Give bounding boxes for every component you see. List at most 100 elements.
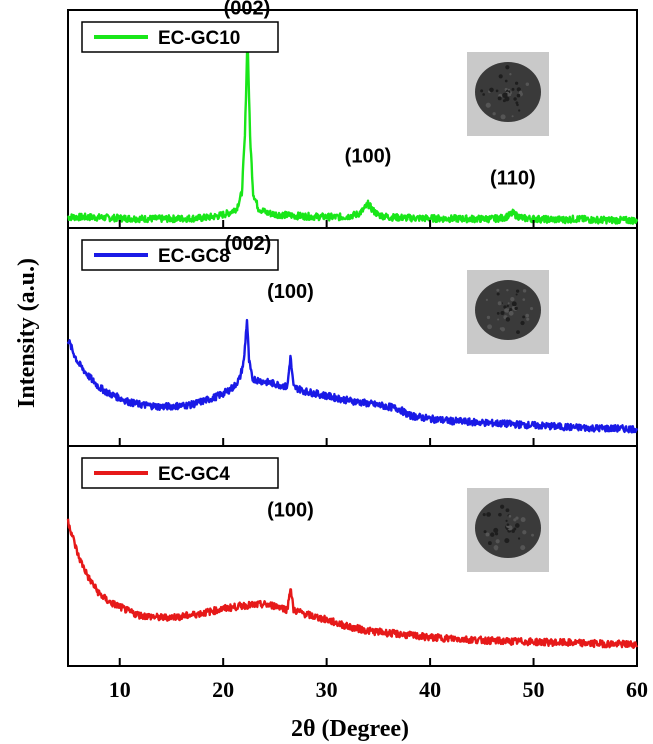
powder-grain bbox=[482, 512, 486, 517]
powder-grain bbox=[503, 305, 507, 309]
powder-grain bbox=[522, 298, 526, 301]
powder-grain bbox=[513, 97, 517, 101]
sample-photo bbox=[467, 52, 549, 136]
powder-grain bbox=[482, 93, 485, 96]
powder-grain bbox=[529, 306, 534, 311]
series-line-ec-gc8 bbox=[66, 318, 639, 434]
powder-grain bbox=[506, 523, 510, 526]
peak-label: (002) bbox=[225, 233, 272, 255]
legend-label: EC-GC4 bbox=[158, 464, 230, 485]
x-axis-ticks: 10 20 30 40 50 60 bbox=[109, 677, 648, 702]
powder-grain bbox=[485, 298, 489, 301]
powder-grain bbox=[516, 87, 521, 92]
powder-grain bbox=[520, 545, 526, 551]
panel-frame bbox=[67, 445, 638, 667]
powder-grain bbox=[500, 504, 505, 509]
powder-grain bbox=[504, 538, 510, 544]
peak-label: (110) bbox=[490, 167, 536, 189]
powder-grain bbox=[510, 297, 515, 302]
powder-grain bbox=[505, 65, 510, 70]
powder-grain bbox=[517, 537, 521, 540]
powder-grain bbox=[483, 530, 487, 534]
powder-grain bbox=[500, 311, 505, 316]
powder-grain bbox=[514, 81, 519, 85]
y-axis-title: Intensity (a.u.) bbox=[14, 258, 40, 408]
sample-photo bbox=[467, 270, 549, 354]
powder-grain bbox=[515, 289, 520, 293]
powder-grain bbox=[509, 73, 512, 76]
powder-grain bbox=[496, 292, 500, 296]
powder-grain bbox=[504, 308, 509, 313]
powder-grain bbox=[508, 514, 512, 518]
powder-grain bbox=[525, 82, 530, 86]
powder-grain bbox=[485, 532, 490, 537]
panel-ec-gc4: EC-GC4 (100) bbox=[66, 445, 639, 667]
powder-grain bbox=[480, 89, 484, 93]
powder-grain bbox=[507, 88, 510, 91]
powder-grain bbox=[515, 516, 519, 520]
powder-grain bbox=[516, 93, 521, 98]
powder-grain bbox=[511, 301, 517, 307]
powder-grain bbox=[487, 541, 492, 546]
powder-grain bbox=[505, 317, 511, 322]
legend-label: EC-GC10 bbox=[158, 28, 240, 49]
powder-grain bbox=[504, 96, 510, 102]
peak-label: (100) bbox=[267, 499, 314, 521]
x-tick-label: 50 bbox=[523, 677, 545, 702]
powder-grain bbox=[494, 532, 499, 536]
legend: EC-GC8 bbox=[81, 239, 279, 271]
powder-grain bbox=[518, 109, 521, 112]
powder-grain bbox=[487, 324, 493, 330]
powder-grain bbox=[492, 112, 496, 116]
x-tick-label: 60 bbox=[626, 677, 648, 702]
powder-grain bbox=[486, 512, 491, 517]
legend: EC-GC4 bbox=[81, 457, 279, 489]
powder-grain bbox=[499, 327, 503, 330]
powder-grain bbox=[526, 317, 530, 321]
powder-grain bbox=[522, 530, 527, 535]
x-tick-label: 30 bbox=[316, 677, 338, 702]
series-line-ec-gc4 bbox=[66, 518, 639, 650]
peak-label: (100) bbox=[267, 281, 314, 303]
powder-grain bbox=[504, 79, 508, 83]
powder-grain bbox=[516, 330, 520, 334]
powder-grain bbox=[496, 288, 500, 292]
powder-grain bbox=[520, 517, 526, 523]
powder-grain bbox=[495, 89, 499, 93]
powder-grain bbox=[507, 93, 512, 97]
powder-grain bbox=[498, 74, 503, 79]
panels-layer: EC-GC10(002)(100)(110)EC-GC8(002)(100)EC… bbox=[66, 0, 639, 667]
powder-grain bbox=[499, 93, 502, 96]
powder-grain bbox=[505, 519, 508, 522]
powder-grain bbox=[513, 527, 517, 531]
peak-label: (100) bbox=[345, 146, 392, 168]
x-tick-label: 10 bbox=[109, 677, 131, 702]
panel-ec-gc10: EC-GC10 (002) (100) (110) bbox=[67, 0, 639, 229]
powder-grain bbox=[515, 101, 519, 105]
powder-grain bbox=[515, 293, 518, 296]
powder-grain bbox=[497, 96, 502, 101]
powder-grain bbox=[497, 301, 502, 306]
powder-grain bbox=[519, 90, 523, 94]
powder-grain bbox=[498, 512, 502, 517]
powder-grain bbox=[514, 523, 520, 528]
powder-grain bbox=[490, 532, 495, 537]
powder-grain bbox=[525, 313, 530, 318]
powder-grain bbox=[505, 508, 510, 513]
panel-ec-gc8: EC-GC8(002) (100) bbox=[66, 227, 639, 447]
powder-grain bbox=[486, 315, 491, 320]
powder-grain bbox=[506, 304, 510, 308]
series-line-ec-gc10 bbox=[67, 38, 639, 225]
powder-grain bbox=[509, 308, 513, 312]
powder-grain bbox=[503, 93, 508, 98]
x-axis-title: 2θ (Degree) bbox=[291, 716, 409, 742]
powder-grain bbox=[489, 87, 494, 93]
x-tick-label: 20 bbox=[212, 677, 234, 702]
powder-grain bbox=[497, 318, 500, 321]
powder-grain bbox=[511, 529, 515, 533]
powder-grain bbox=[500, 114, 506, 120]
legend: EC-GC10 bbox=[81, 21, 279, 53]
x-tick-label: 40 bbox=[419, 677, 441, 702]
powder-grain bbox=[511, 115, 514, 118]
